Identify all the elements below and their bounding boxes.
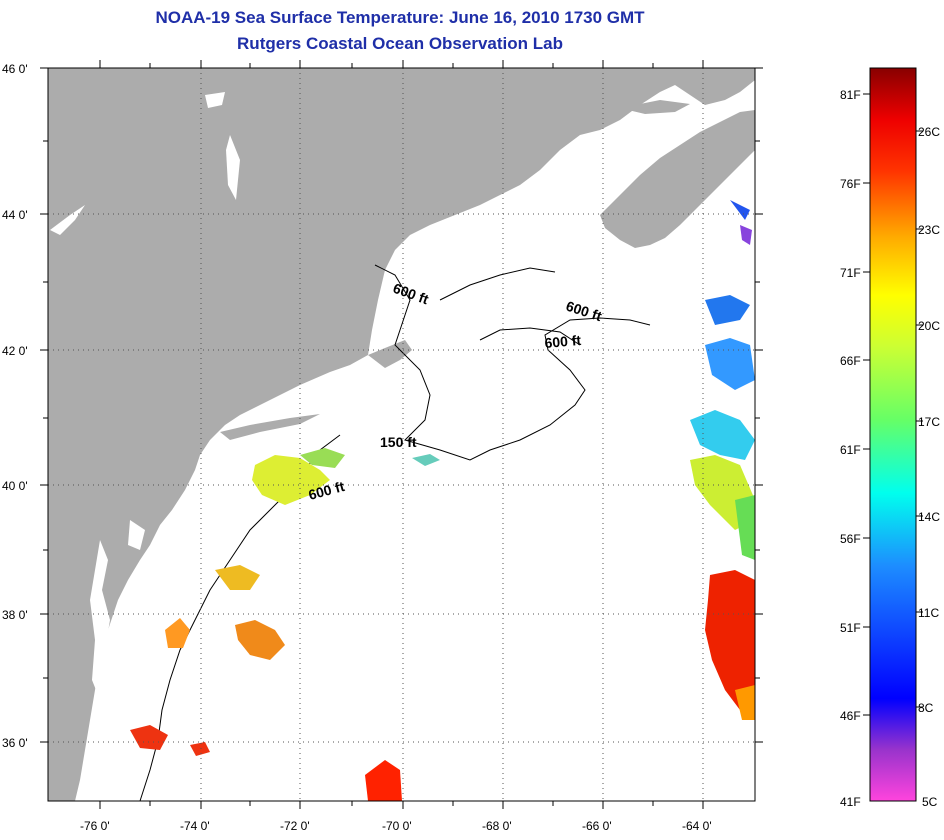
lake [50,205,85,235]
sst-patch-yellow [252,455,330,505]
lon-ticks [99,60,704,809]
grid [48,68,755,801]
map-title: NOAA-19 Sea Surface Temperature: June 16… [155,8,645,27]
lat-label: 42 0' [2,344,28,358]
colorbar-f-label: 76F [840,177,861,191]
contour-line [439,267,556,301]
colorbar-c-label: 17C [918,415,940,429]
lake [226,135,240,200]
sst-patch-orange [735,685,755,720]
colorbar-c-label: 20C [918,319,940,333]
lon-label: -74 0' [180,819,210,833]
colorbar [869,67,917,802]
colorbar-f-label: 71F [840,266,861,280]
lon-label: -68 0' [482,819,512,833]
sst-patch-green [300,448,345,468]
colorbar-f-label: 41F [840,795,861,809]
lake [205,92,225,108]
sst-patch-blue [730,200,750,220]
land-cape-cod [368,340,412,368]
colorbar-ticks [863,93,923,716]
sst-patch-orange [235,620,285,660]
sst-patch-green [735,495,755,560]
land-long-island [220,414,320,440]
colorbar-f-label: 56F [840,532,861,546]
sst-patch-blue [705,338,755,390]
sst-patch-purple [740,225,752,245]
contour-line [374,264,651,461]
sst-patch-red [130,725,168,750]
colorbar-f-label: 61F [840,443,861,457]
sst-patch-red [190,742,210,756]
lon-label: -76 0' [80,819,110,833]
sst-patch-red [365,760,402,801]
contour-line [479,327,581,346]
colorbar-c-label: 8C [918,701,934,715]
sst-patch-red [705,570,755,710]
colorbar-c-label: 5C [922,795,938,809]
colorbar-f-label: 81F [840,88,861,102]
contour-label: 150 ft [380,434,417,450]
lat-label: 40 0' [2,479,28,493]
lat-ticks [40,67,763,743]
sst-patch-blue [705,295,750,325]
chesapeake-bay [90,540,112,700]
contour-label: 600 ft [544,332,582,351]
land-mainland [48,68,755,801]
sst-patch-cyan [690,410,755,460]
delaware-bay [128,520,145,550]
colorbar-f-label: 46F [840,709,861,723]
colorbar-c-label: 23C [918,223,940,237]
lat-label: 46 0' [2,62,28,76]
sst-patch-yellow [215,565,260,590]
lon-label: -70 0' [382,819,412,833]
lat-label: 36 0' [2,736,28,750]
lat-label: 44 0' [2,208,28,222]
lat-label: 38 0' [2,608,28,622]
lon-label: -64 0' [682,819,712,833]
colorbar-f-label: 51F [840,621,861,635]
lon-label: -72 0' [280,819,310,833]
map-subtitle: Rutgers Coastal Ocean Observation Lab [237,34,563,53]
colorbar-c-label: 26C [918,125,940,139]
colorbar-c-label: 14C [918,510,940,524]
colorbar-c-label: 11C [918,606,939,620]
lon-label: -66 0' [582,819,612,833]
sst-patch-teal [412,454,440,466]
sst-patch-orange [165,618,190,648]
colorbar-f-label: 66F [840,354,861,368]
land-pei [620,100,690,114]
